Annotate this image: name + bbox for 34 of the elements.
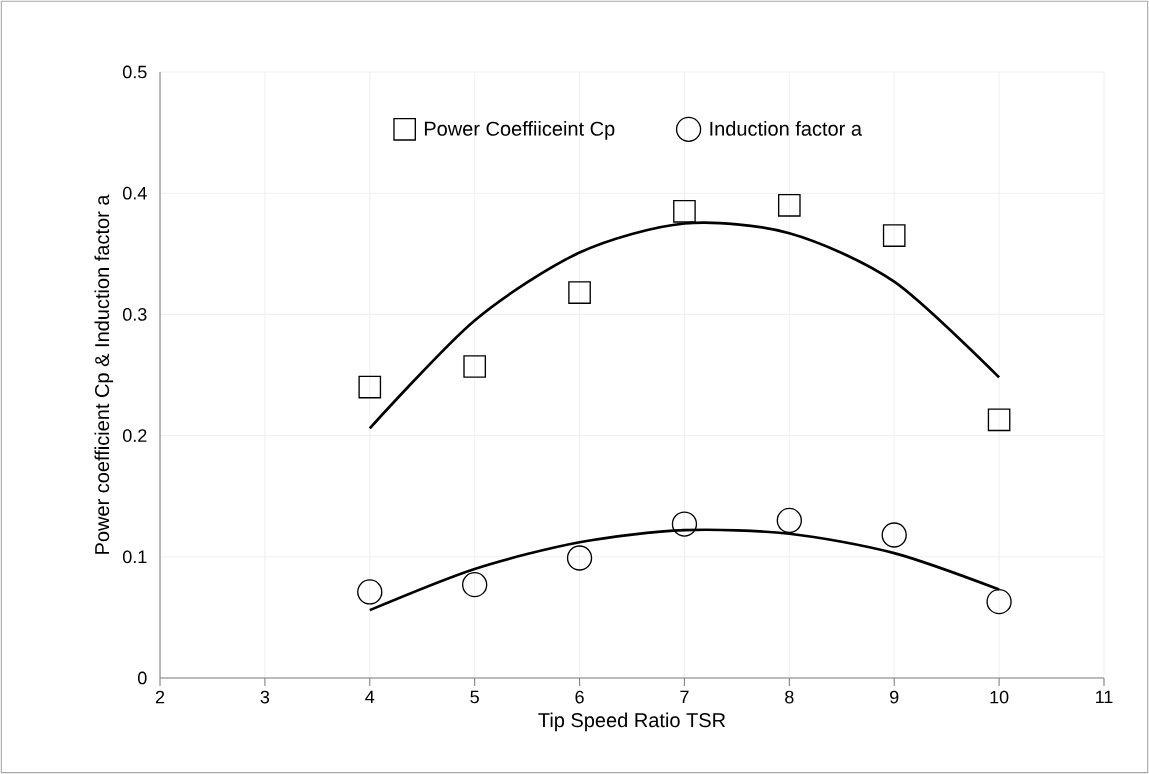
x-axis-title: Tip Speed Ratio TSR <box>538 712 726 732</box>
y-axis-title: Power coefficient Cp & Induction factor a <box>94 194 114 554</box>
point <box>357 579 383 605</box>
x-tick-label: 9 <box>890 690 899 704</box>
x-tick-label: 3 <box>260 690 270 704</box>
point <box>462 571 488 598</box>
y-tick-label: 0.4 <box>122 186 147 200</box>
point <box>463 355 487 378</box>
x-tick-label: 2 <box>155 690 165 704</box>
point <box>777 193 801 217</box>
y-tick-label: 0.1 <box>122 550 147 564</box>
point <box>568 281 591 304</box>
point <box>566 545 593 571</box>
point <box>358 375 382 399</box>
legend-label: Power Coeffiiceint Cp <box>424 121 615 140</box>
x-tick-label: 4 <box>365 690 375 704</box>
x-tick-label: 6 <box>575 690 584 704</box>
point <box>673 200 696 223</box>
y-tick-label: 0 <box>138 671 147 685</box>
point <box>776 507 802 534</box>
x-tick-label: 7 <box>680 690 689 704</box>
y-tick-label: 0.3 <box>122 308 147 321</box>
point <box>671 511 698 537</box>
legend-label: Induction factor a <box>710 121 862 136</box>
x-tick-label: 8 <box>785 690 794 704</box>
y-tick-label: 0.2 <box>122 429 147 442</box>
x-tick-label: 10 <box>990 690 1009 704</box>
x-tick-label: 11 <box>1096 690 1113 704</box>
point <box>882 224 906 247</box>
point <box>987 408 1011 432</box>
point <box>986 588 1012 615</box>
point <box>881 522 907 548</box>
x-tick-label: 5 <box>470 690 479 704</box>
y-tick-label: 0.5 <box>122 65 147 79</box>
